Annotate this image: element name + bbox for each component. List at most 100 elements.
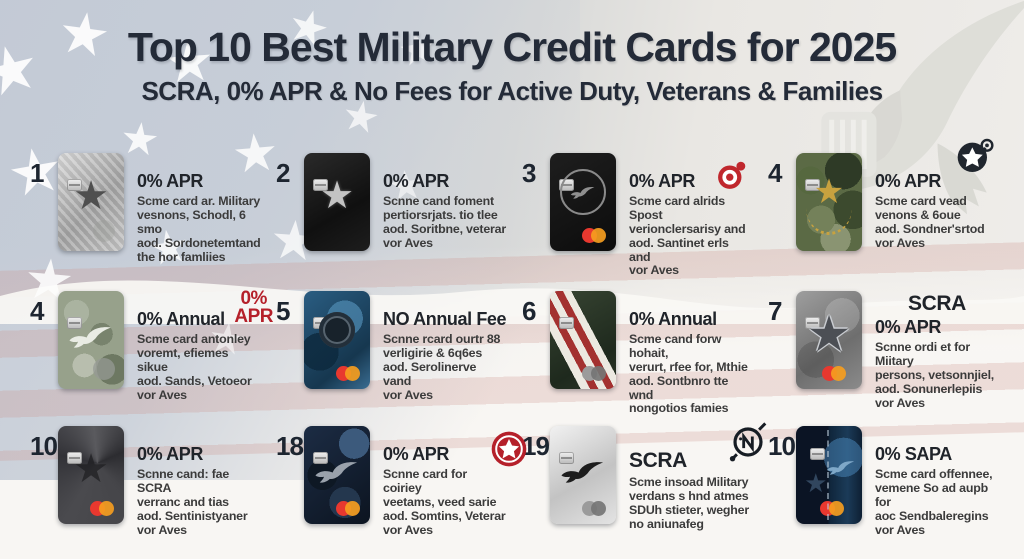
- eagle-emblem-icon: [315, 462, 358, 483]
- card-chip-icon: [559, 452, 574, 464]
- mastercard-logo-icon: [820, 501, 844, 516]
- credit-card-image: [796, 291, 862, 389]
- header: Top 10 Best Military Credit Cards for 20…: [0, 24, 1024, 107]
- card-heading: 0% APR: [137, 171, 203, 191]
- card-heading: 0% APR: [629, 171, 695, 191]
- eagle-watermark: [819, 0, 1024, 215]
- credit-card-image: [304, 153, 370, 251]
- credit-card-image: [58, 153, 124, 251]
- credit-card-image: [550, 291, 616, 389]
- card-chip-icon: [313, 452, 328, 464]
- rank-number: 5: [276, 296, 290, 326]
- card-heading: NO Annual Fee: [383, 309, 507, 329]
- card-description: Scnne cand foment pertiorsrjats. tio tle…: [383, 194, 506, 250]
- card-heading: 0% APR: [137, 444, 203, 464]
- mastercard-logo-icon: [582, 366, 606, 381]
- star-emblem-icon: [73, 449, 109, 489]
- card-heading: 0% APR: [383, 444, 449, 464]
- compass-n-icon: [729, 422, 767, 462]
- card-item: 10 0% SAPA Scme card offennee, vemene So…: [768, 423, 1014, 559]
- card-heading: 0% Annual: [629, 309, 717, 329]
- card-description: Scnne cand: fae SCRA verranc and tias ao…: [137, 467, 248, 537]
- credit-card-image: [550, 426, 616, 524]
- card-logo-circle: [93, 220, 115, 242]
- card-description: Scme card ar. Military vesnons, Schodl, …: [137, 194, 261, 264]
- card-item: 6 0% Annual Scme cand forw hohait, verur…: [522, 288, 768, 423]
- white-wave-band: [0, 280, 1024, 324]
- card-grid: 1 0% APR Scme card ar. Military vesnons,…: [30, 138, 1014, 559]
- star-emblem-icon: [807, 309, 852, 359]
- mastercard-logo-icon: [822, 366, 846, 381]
- credit-card-image: [304, 426, 370, 524]
- mastercard-logo-icon: [336, 501, 360, 516]
- card-description: Scnne rcard ourtr 88 verligirie & 6q6es …: [383, 332, 501, 402]
- star-badge-icon: [957, 138, 994, 172]
- star-circle-icon: [491, 431, 527, 467]
- rank-number: 19: [522, 431, 550, 461]
- card-item: 4 0% Annual 0% APR Scme card antonley vo…: [30, 288, 276, 423]
- card-description: Scme card vead venons & 6oue aod. Sondne…: [875, 194, 985, 250]
- card-heading: 0% Annual: [137, 309, 225, 329]
- star-emblem-icon: [814, 175, 844, 209]
- apr-highlight-text: 0% APR: [234, 288, 273, 328]
- credit-card-image: [58, 426, 124, 524]
- card-item: 3 0% APR Scme card alrids Spost verioncl…: [522, 150, 768, 288]
- card-item: 5 NO Annual Fee Scnne rcard ourtr 88 ver…: [276, 288, 522, 423]
- card-logo-circle: [93, 358, 115, 380]
- rank-number: 2: [276, 158, 290, 188]
- card-item: 4 0% APR Scme card vead venons & 6oue ao…: [768, 138, 1014, 288]
- card-item: 1 0% APR Scme card ar. Military vesnons,…: [30, 150, 276, 288]
- card-heading: 0% SAPA: [875, 444, 952, 464]
- eagle-wreath-emblem-icon: [560, 169, 606, 216]
- card-chip-icon: [559, 317, 574, 329]
- gold-dots-arc: [806, 208, 852, 235]
- round-emblem-icon: [319, 312, 355, 349]
- medal-target-icon: [718, 161, 746, 189]
- credit-card-image: [550, 153, 616, 251]
- card-heading-secondary: SCRA: [908, 292, 966, 315]
- star-emblem-icon: [804, 470, 827, 496]
- star-emblem-icon: [320, 177, 354, 215]
- rank-number: 4: [30, 296, 44, 326]
- star-emblem-icon: [73, 176, 109, 216]
- card-chip-icon: [810, 448, 825, 460]
- rank-number: 1: [30, 158, 44, 188]
- eagle-emblem-icon: [69, 327, 112, 348]
- rank-number: 10: [768, 431, 796, 461]
- mastercard-logo-icon: [582, 228, 606, 243]
- card-description: Scnne ordi et for Miitary persons, vetso…: [875, 340, 995, 410]
- card-item: 19 SCRA Scme insoad Military ver: [522, 422, 768, 559]
- rank-number: 3: [522, 158, 536, 188]
- mastercard-logo-icon: [582, 501, 606, 516]
- page-title: Top 10 Best Military Credit Cards for 20…: [127, 24, 897, 70]
- card-description: Scnne card for coiriey veetams, veed sar…: [383, 467, 506, 537]
- eagle-emblem-icon: [561, 462, 604, 483]
- credit-card-image: [796, 426, 862, 524]
- card-description: Scme insoad Military verdans s hnd atmes…: [629, 475, 749, 531]
- rank-number: 7: [768, 296, 782, 326]
- rank-number: 4: [768, 158, 782, 188]
- card-description: Scme cand forw hohait, verurt, rfee for,…: [629, 332, 748, 416]
- card-item: 18 0% APR Scnne card for coiriey veetams…: [276, 423, 527, 559]
- mastercard-logo-icon: [90, 501, 114, 516]
- mastercard-logo-icon: [336, 366, 360, 381]
- credit-card-image: [304, 291, 370, 389]
- rank-number: 18: [276, 431, 304, 461]
- card-item: 2 0% APR Scnne cand foment pertiorsrjats…: [276, 150, 522, 288]
- card-item: 10 0% APR Scnne cand: fae SCRA verranc a…: [30, 423, 276, 559]
- card-description: Scme card alrids Spost verionclersarisy …: [629, 194, 746, 278]
- credit-card-image: [796, 153, 862, 251]
- credit-card-image: [58, 291, 124, 389]
- card-heading: 0% APR: [875, 171, 941, 191]
- rank-number: 6: [522, 296, 536, 326]
- card-heading: 0% APR: [383, 171, 449, 191]
- card-description: Scme card antonley voremt, efiemes sikue…: [137, 332, 252, 402]
- card-heading: SCRA: [629, 449, 687, 472]
- card-item: 7 SCRA 0% APR Scnne ordi et for Miitary …: [768, 288, 1014, 423]
- card-description: Scme card offennee, vemene So ad aupb fo…: [875, 467, 993, 537]
- eagle-emblem-icon: [826, 461, 854, 475]
- rank-number: 10: [30, 431, 58, 461]
- card-heading: 0% APR: [875, 317, 941, 337]
- card-chip-icon: [67, 317, 82, 329]
